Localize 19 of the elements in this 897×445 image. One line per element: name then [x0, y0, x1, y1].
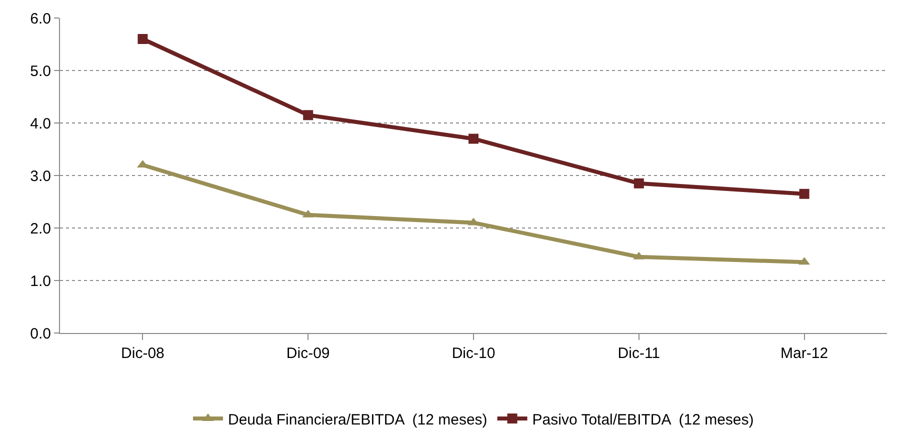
x-tick-label: Dic-11	[618, 345, 660, 362]
legend-label: Pasivo Total/EBITDA (12 meses)	[532, 411, 754, 428]
point	[468, 134, 478, 144]
point	[634, 178, 644, 188]
x-tick-label: Mar-12	[780, 345, 828, 362]
point	[303, 110, 314, 120]
point	[138, 34, 148, 44]
point	[799, 188, 810, 199]
y-tick-label: 0.0	[30, 325, 51, 342]
y-tick-label: 3.0	[30, 168, 51, 185]
legend-label: Deuda Financiera/EBITDA (12 meses)	[228, 411, 488, 428]
y-tick-label: 4.0	[30, 115, 51, 132]
y-tick-label: 6.0	[30, 10, 51, 28]
x-tick-label: Dic-09	[286, 345, 330, 362]
x-tick-label: Dic-08	[121, 345, 164, 362]
y-tick-label: 2.0	[30, 220, 51, 238]
y-tick-label: 5.0	[30, 62, 51, 80]
y-tick-label: 1.0	[30, 272, 51, 290]
x-tick-label: Dic-10	[452, 345, 496, 362]
